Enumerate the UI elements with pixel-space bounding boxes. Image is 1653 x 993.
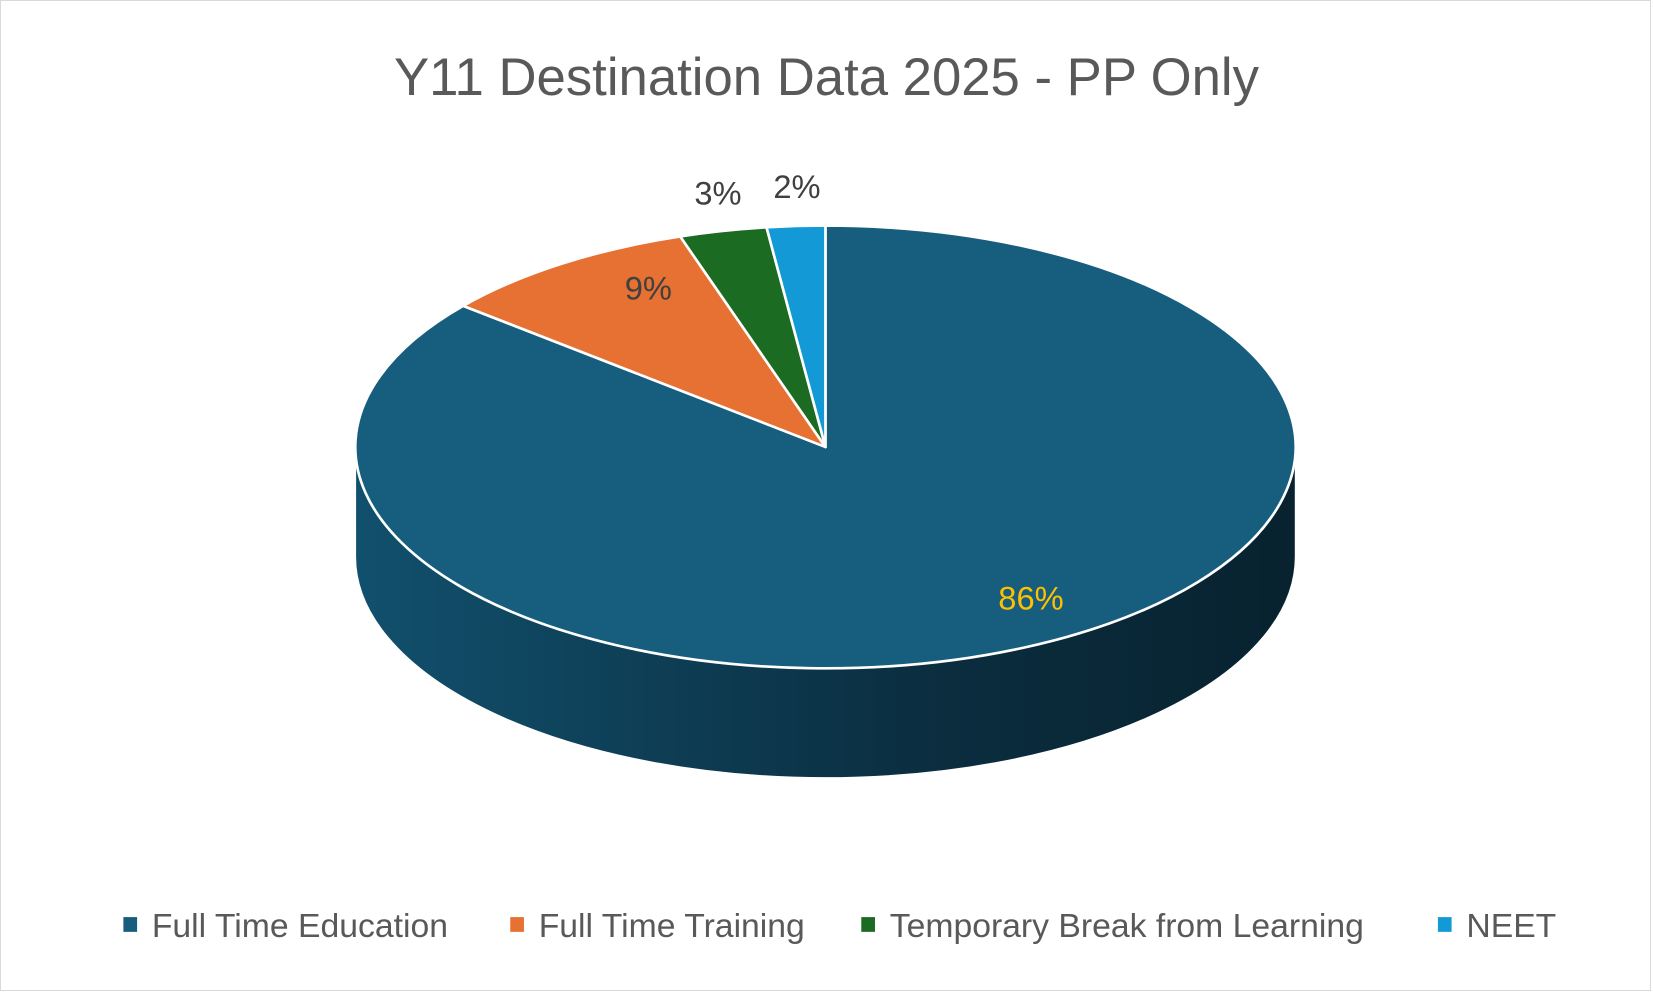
legend-label: Full Time Training xyxy=(539,907,805,945)
legend-swatch xyxy=(510,917,524,932)
legend-item-neet[interactable]: NEET xyxy=(1437,907,1556,945)
legend-item-full-time-education[interactable]: Full Time Education xyxy=(123,907,448,945)
data-label-temporary-break-from-learning: 3% xyxy=(694,175,741,212)
pie-slices xyxy=(353,224,1297,670)
legend-item-full-time-training[interactable]: Full Time Training xyxy=(510,907,805,945)
data-label-neet: 2% xyxy=(773,168,820,205)
data-label-full-time-education: 86% xyxy=(998,579,1063,616)
legend-swatch xyxy=(861,917,875,932)
legend-swatch xyxy=(1437,917,1452,932)
legend-swatch xyxy=(123,917,138,932)
pie-slice-neet[interactable] xyxy=(765,224,827,449)
legend-label: Temporary Break from Learning xyxy=(890,907,1364,945)
legend-label: Full Time Education xyxy=(152,907,448,945)
chart-title: Y11 Destination Data 2025 - PP Only xyxy=(394,48,1260,107)
data-labels: 86% 9% 3% 2% xyxy=(625,168,1064,616)
legend-label: NEET xyxy=(1466,907,1556,945)
legend-item-temporary-break-from-learning[interactable]: Temporary Break from Learning xyxy=(861,907,1364,945)
legend: Full Time Education Full Time Training Tem… xyxy=(123,907,1556,945)
data-label-full-time-training: 9% xyxy=(625,269,672,306)
pie-slice-full-time-training[interactable] xyxy=(461,235,827,449)
